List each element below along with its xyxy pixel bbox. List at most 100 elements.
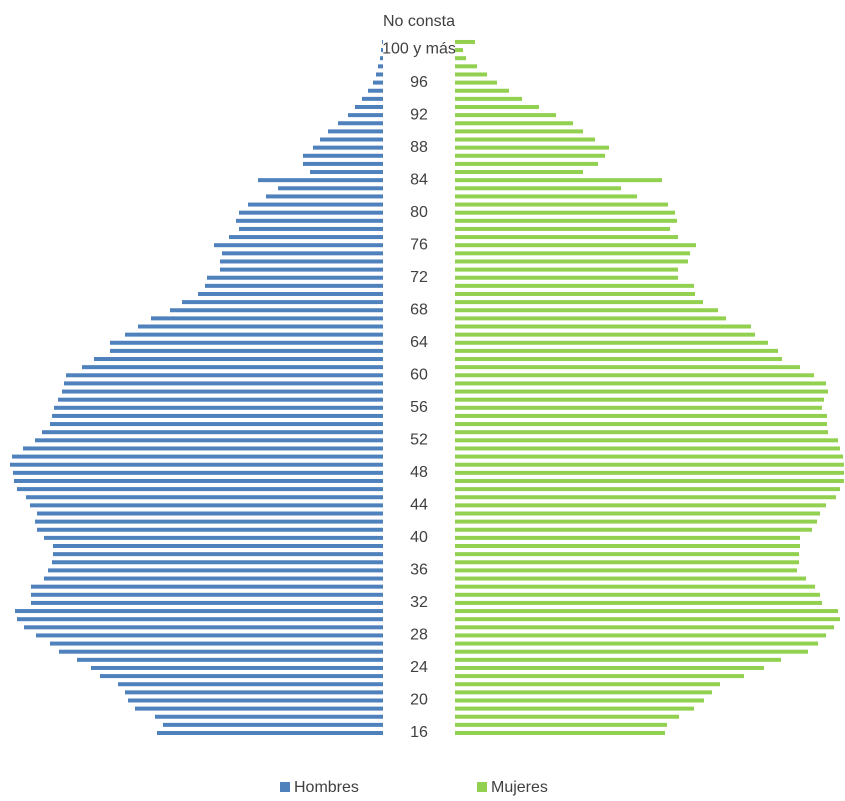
bar-hombres bbox=[35, 438, 383, 443]
bar-hombres bbox=[91, 665, 383, 670]
bar-mujeres bbox=[455, 316, 726, 321]
bar-mujeres bbox=[455, 373, 814, 378]
bar-mujeres bbox=[455, 714, 679, 719]
age-label: 76 bbox=[410, 236, 428, 253]
age-label: 64 bbox=[410, 334, 428, 351]
bar-mujeres bbox=[455, 243, 696, 248]
bar-hombres bbox=[12, 454, 383, 459]
bar-hombres bbox=[214, 243, 383, 248]
bar-hombres bbox=[278, 186, 383, 191]
bar-mujeres bbox=[455, 275, 678, 280]
bar-mujeres bbox=[455, 121, 573, 126]
age-label: 44 bbox=[410, 497, 428, 514]
bar-mujeres bbox=[455, 72, 487, 77]
bar-mujeres bbox=[455, 300, 703, 305]
bar-hombres bbox=[62, 389, 383, 394]
bar-hombres bbox=[266, 194, 383, 199]
bar-hombres bbox=[37, 511, 383, 516]
bar-mujeres bbox=[455, 698, 704, 703]
bar-mujeres bbox=[455, 235, 678, 240]
bar-hombres bbox=[36, 633, 383, 638]
age-label: 96 bbox=[410, 74, 428, 91]
bar-hombres bbox=[118, 682, 383, 687]
bar-hombres bbox=[24, 625, 383, 630]
bar-mujeres bbox=[455, 674, 744, 679]
bar-mujeres bbox=[455, 218, 677, 223]
bar-hombres bbox=[303, 153, 383, 158]
bar-hombres bbox=[155, 714, 383, 719]
bar-hombres bbox=[48, 568, 383, 573]
bar-mujeres bbox=[455, 357, 782, 362]
bar-hombres bbox=[205, 283, 383, 288]
bar-hombres bbox=[182, 300, 383, 305]
bar-mujeres bbox=[455, 422, 827, 427]
bar-hombres bbox=[26, 495, 383, 500]
bar-hombres bbox=[220, 267, 383, 272]
bar-hombres bbox=[380, 56, 383, 61]
bar-hombres bbox=[236, 218, 383, 223]
bar-hombres bbox=[66, 373, 383, 378]
bar-hombres bbox=[52, 413, 383, 418]
age-label: 100 y más bbox=[382, 40, 456, 57]
bar-mujeres bbox=[455, 48, 463, 53]
bar-mujeres bbox=[455, 625, 834, 630]
bar-mujeres bbox=[455, 39, 475, 44]
bar-hombres bbox=[157, 731, 383, 735]
bar-hombres bbox=[368, 88, 383, 93]
bar-mujeres bbox=[455, 202, 668, 207]
bar-mujeres bbox=[455, 381, 826, 386]
bar-mujeres bbox=[455, 527, 812, 532]
bar-hombres bbox=[258, 178, 383, 183]
legend-swatch bbox=[477, 782, 487, 792]
bar-mujeres bbox=[455, 96, 522, 101]
bar-mujeres bbox=[455, 682, 720, 687]
bar-hombres bbox=[382, 39, 383, 44]
bar-hombres bbox=[44, 535, 383, 540]
age-label: 92 bbox=[410, 106, 428, 123]
bar-mujeres bbox=[455, 568, 797, 573]
bar-hombres bbox=[303, 161, 383, 166]
bar-hombres bbox=[54, 405, 383, 410]
bar-mujeres bbox=[455, 584, 815, 589]
bar-mujeres bbox=[455, 478, 844, 483]
bar-mujeres bbox=[455, 153, 605, 158]
bar-mujeres bbox=[455, 210, 675, 215]
bar-hombres bbox=[31, 584, 383, 589]
bar-hombres bbox=[313, 145, 383, 150]
bar-hombres bbox=[378, 64, 383, 69]
bar-hombres bbox=[222, 251, 383, 256]
age-label: 20 bbox=[410, 692, 428, 709]
age-label: 48 bbox=[410, 464, 428, 481]
bar-mujeres bbox=[455, 552, 799, 557]
bar-mujeres bbox=[455, 308, 718, 313]
bar-mujeres bbox=[455, 413, 827, 418]
bar-hombres bbox=[37, 527, 383, 532]
bar-hombres bbox=[17, 617, 383, 622]
bar-hombres bbox=[373, 80, 383, 85]
bar-mujeres bbox=[455, 113, 556, 118]
bar-mujeres bbox=[455, 560, 799, 565]
bar-mujeres bbox=[455, 641, 818, 646]
bar-mujeres bbox=[455, 178, 662, 183]
bar-hombres bbox=[59, 649, 383, 654]
bar-mujeres bbox=[455, 690, 712, 695]
age-label: 16 bbox=[410, 724, 428, 741]
bar-mujeres bbox=[455, 186, 621, 191]
bar-hombres bbox=[135, 706, 383, 711]
bar-mujeres bbox=[455, 283, 694, 288]
age-label: 80 bbox=[410, 204, 428, 221]
bar-hombres bbox=[239, 210, 383, 215]
bar-hombres bbox=[50, 422, 383, 427]
bar-mujeres bbox=[455, 706, 694, 711]
bar-mujeres bbox=[455, 430, 828, 435]
bar-mujeres bbox=[455, 470, 844, 475]
bar-mujeres bbox=[455, 145, 609, 150]
bar-hombres bbox=[13, 470, 383, 475]
bar-mujeres bbox=[455, 405, 822, 410]
bar-hombres bbox=[376, 72, 383, 77]
age-label: 52 bbox=[410, 432, 428, 449]
bar-hombres bbox=[35, 519, 383, 524]
bar-hombres bbox=[362, 96, 383, 101]
legend-label: Hombres bbox=[294, 779, 359, 796]
